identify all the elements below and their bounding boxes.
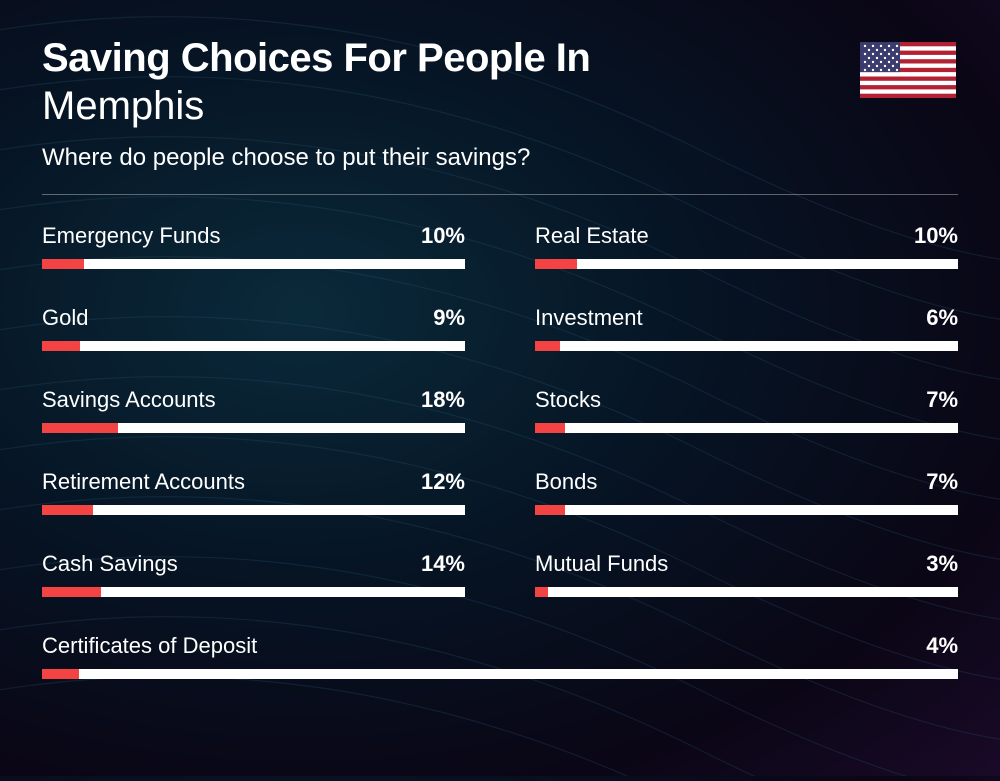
bar-fill: [535, 423, 565, 433]
bar-label: Retirement Accounts: [42, 469, 245, 495]
bar-item: Gold 9%: [42, 305, 465, 351]
bar-percent: 6%: [926, 305, 958, 331]
header-row: Saving Choices For People In Memphis Whe…: [42, 36, 958, 172]
page-subtitle: Where do people choose to put their savi…: [42, 144, 860, 172]
bar-percent: 4%: [926, 633, 958, 659]
page-title-prefix: Saving Choices For People In: [42, 36, 860, 80]
bar-fill: [42, 669, 79, 679]
bar-item-head: Retirement Accounts 12%: [42, 469, 465, 495]
bar-item-head: Real Estate 10%: [535, 223, 958, 249]
bar-item: Certificates of Deposit 4%: [42, 633, 958, 679]
bar-track: [42, 423, 465, 433]
bar-fill: [42, 505, 93, 515]
bar-item: Bonds 7%: [535, 469, 958, 515]
bar-percent: 12%: [421, 469, 465, 495]
bar-fill: [42, 423, 118, 433]
bar-percent: 7%: [926, 469, 958, 495]
bar-percent: 10%: [421, 223, 465, 249]
bar-item-head: Investment 6%: [535, 305, 958, 331]
bar-label: Real Estate: [535, 223, 649, 249]
bar-item-head: Mutual Funds 3%: [535, 551, 958, 577]
bar-item: Investment 6%: [535, 305, 958, 351]
bar-label: Mutual Funds: [535, 551, 668, 577]
bar-fill: [535, 505, 565, 515]
bar-item: Stocks 7%: [535, 387, 958, 433]
content-area: Saving Choices For People In Memphis Whe…: [0, 0, 1000, 709]
header-divider: [42, 194, 958, 195]
bar-percent: 18%: [421, 387, 465, 413]
bar-fill: [535, 587, 548, 597]
bars-grid: Emergency Funds 10% Real Estate 10% Gold 9% In…: [42, 223, 958, 679]
bar-item: Retirement Accounts 12%: [42, 469, 465, 515]
bar-fill: [42, 587, 101, 597]
bar-item-head: Gold 9%: [42, 305, 465, 331]
bar-percent: 3%: [926, 551, 958, 577]
bar-label: Emergency Funds: [42, 223, 221, 249]
bar-track: [535, 259, 958, 269]
bar-item: Mutual Funds 3%: [535, 551, 958, 597]
bar-percent: 10%: [914, 223, 958, 249]
bar-item: Cash Savings 14%: [42, 551, 465, 597]
bar-track: [42, 587, 465, 597]
bar-track: [42, 505, 465, 515]
bar-track: [42, 259, 465, 269]
bar-fill: [535, 341, 560, 351]
bar-fill: [535, 259, 577, 269]
bar-item: Emergency Funds 10%: [42, 223, 465, 269]
bar-percent: 7%: [926, 387, 958, 413]
page-title-city: Memphis: [42, 82, 860, 130]
title-block: Saving Choices For People In Memphis Whe…: [42, 36, 860, 172]
bar-item-head: Savings Accounts 18%: [42, 387, 465, 413]
bar-label: Gold: [42, 305, 88, 331]
bar-item: Real Estate 10%: [535, 223, 958, 269]
bar-label: Stocks: [535, 387, 601, 413]
bar-track: [535, 423, 958, 433]
bar-item-head: Emergency Funds 10%: [42, 223, 465, 249]
bar-track: [42, 341, 465, 351]
bar-fill: [42, 259, 84, 269]
usa-flag-icon: [860, 42, 956, 98]
bar-track: [535, 341, 958, 351]
bar-track: [535, 505, 958, 515]
bar-label: Certificates of Deposit: [42, 633, 257, 659]
bar-track: [535, 587, 958, 597]
bar-track: [42, 669, 958, 679]
bar-item-head: Cash Savings 14%: [42, 551, 465, 577]
bar-item-head: Stocks 7%: [535, 387, 958, 413]
bar-fill: [42, 341, 80, 351]
bar-item-head: Certificates of Deposit 4%: [42, 633, 958, 659]
bar-percent: 9%: [433, 305, 465, 331]
bar-item-head: Bonds 7%: [535, 469, 958, 495]
bar-label: Investment: [535, 305, 643, 331]
bar-label: Savings Accounts: [42, 387, 216, 413]
bar-label: Cash Savings: [42, 551, 178, 577]
bar-item: Savings Accounts 18%: [42, 387, 465, 433]
bar-label: Bonds: [535, 469, 597, 495]
bar-percent: 14%: [421, 551, 465, 577]
